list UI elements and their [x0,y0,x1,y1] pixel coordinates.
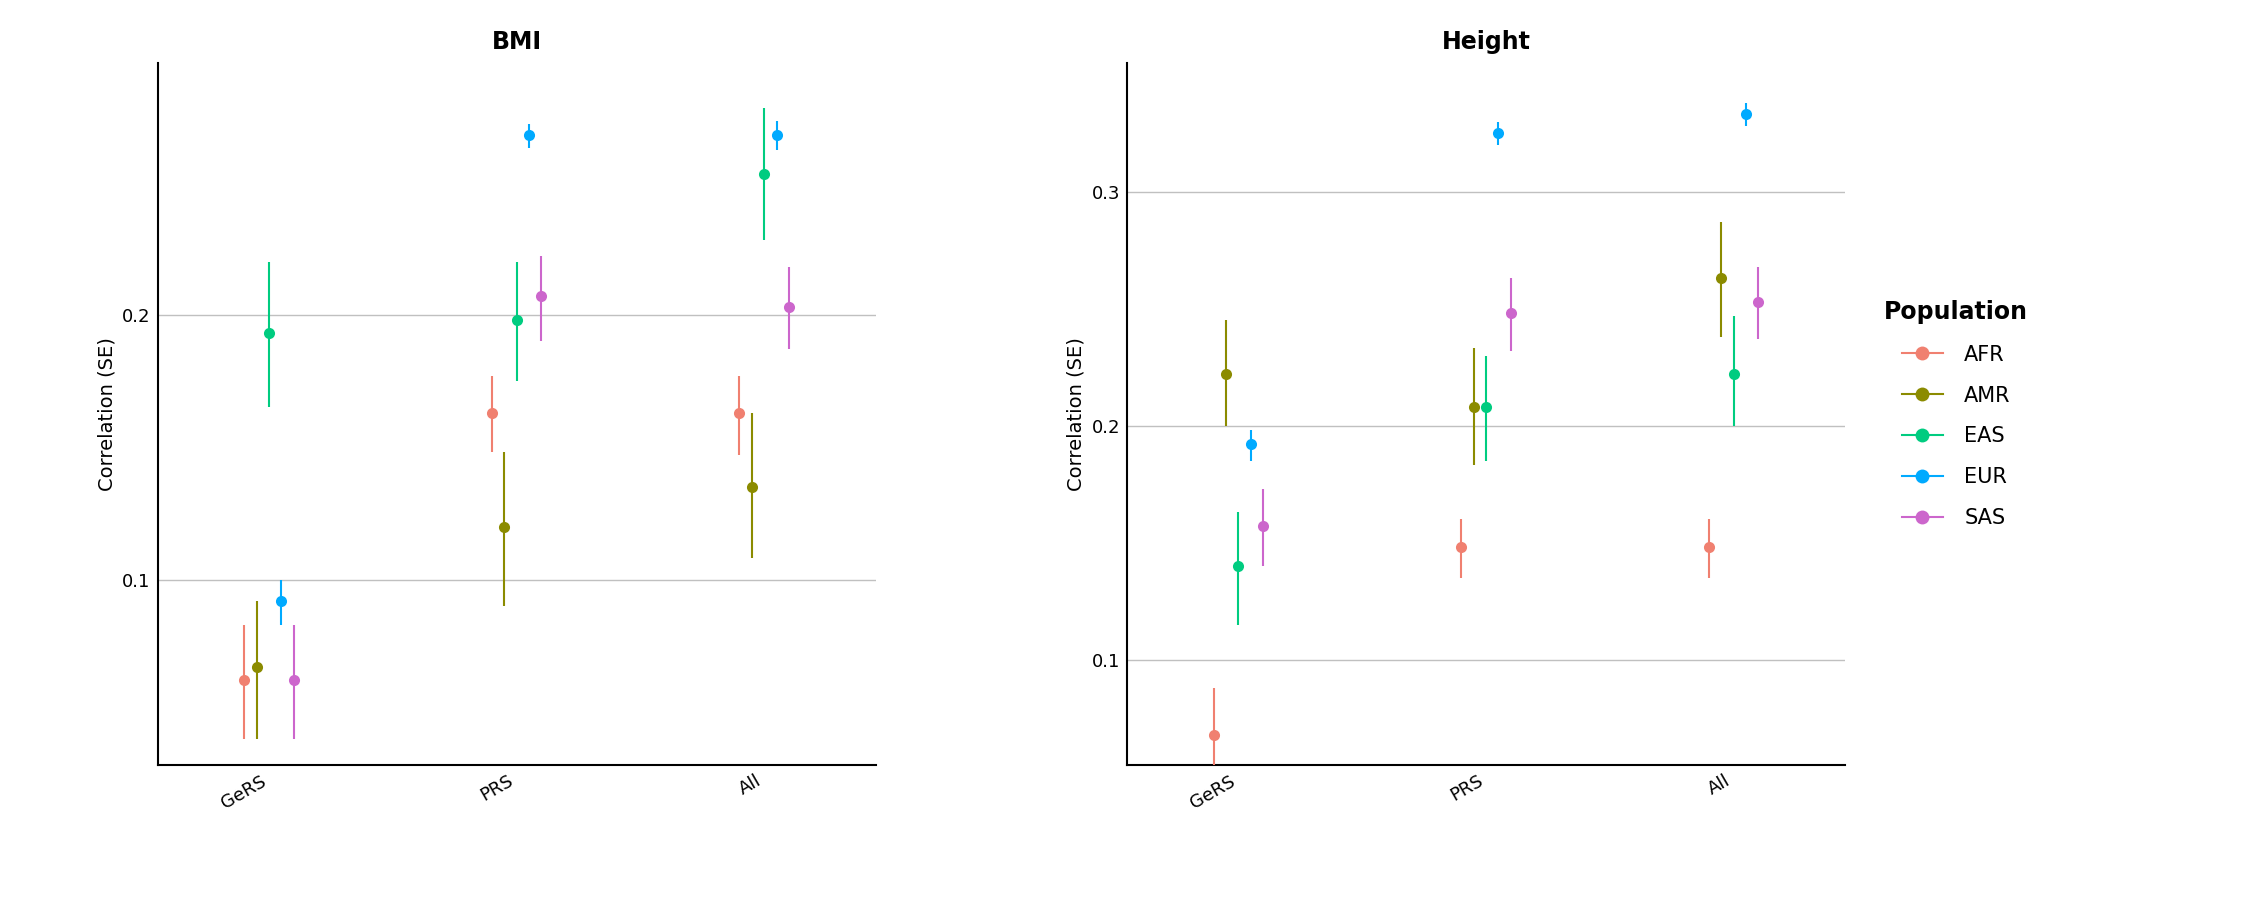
Legend: AFR, AMR, EAS, EUR, SAS: AFR, AMR, EAS, EUR, SAS [1883,300,2027,528]
Title: BMI: BMI [490,30,542,54]
Title: Height: Height [1442,30,1530,54]
Y-axis label: Correlation (SE): Correlation (SE) [1066,338,1087,490]
Y-axis label: Correlation (SE): Correlation (SE) [97,338,117,490]
